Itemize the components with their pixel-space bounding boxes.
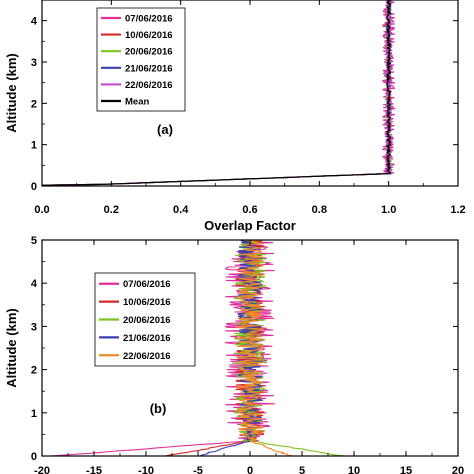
y-tick-label: 3	[31, 321, 37, 333]
panel-label: (a)	[157, 122, 173, 137]
y-axis-label: Altitude (km)	[4, 308, 19, 387]
plot-area-b	[50, 240, 346, 456]
x-tick-label: 0.0	[34, 204, 49, 216]
series-line-0	[42, 0, 396, 186]
y-tick-label: 0	[31, 451, 37, 463]
legend-label: 10/06/2016	[123, 297, 171, 308]
x-tick-label: -15	[86, 465, 102, 474]
x-tick-label: -5	[193, 465, 203, 474]
y-tick-label: 5	[31, 235, 37, 247]
y-tick-label: 1	[31, 408, 37, 420]
legend-a: 07/06/2016 10/06/2016 20/06/2016 21/06/2016…	[96, 7, 186, 112]
legend-label: 22/06/2016	[123, 351, 171, 362]
x-tick-label: 15	[400, 465, 412, 474]
x-tick-label: 0.8	[312, 204, 327, 216]
legend-label: 07/06/2016	[125, 13, 173, 24]
x-tick-label: 10	[348, 465, 360, 474]
y-axis-label: Altitude (km)	[4, 53, 19, 132]
legend-label: 21/06/2016	[125, 63, 173, 74]
legend-label: 07/06/2016	[123, 279, 171, 290]
series-line-3	[42, 0, 392, 186]
series-line-2	[42, 0, 392, 186]
y-tick-label: 2	[31, 98, 37, 110]
series-line-3	[199, 240, 264, 456]
legend-label: 20/06/2016	[125, 47, 173, 58]
series-line-4	[235, 240, 294, 456]
x-tick-label: 20	[452, 465, 464, 474]
x-tick-label: 1.2	[450, 204, 465, 216]
y-tick-label: 4	[31, 278, 38, 290]
y-tick-label: 1	[31, 140, 37, 152]
y-tick-label: 2	[31, 365, 37, 377]
y-tick-label: 4	[31, 16, 38, 28]
plot-area-a	[42, 0, 396, 186]
x-tick-label: -10	[138, 465, 154, 474]
x-tick-label: 5	[299, 465, 305, 474]
panel-a: 0.0 0.2 0.4 0.6 0.8 1.0 1.2 0 1 2 3 4 Overlap Factor…	[4, 0, 466, 233]
series-line-4	[42, 0, 393, 186]
legend-label: 10/06/2016	[125, 30, 173, 41]
series-line-1	[42, 0, 392, 186]
legend-label: 22/06/2016	[125, 80, 173, 91]
series-line-5	[42, 0, 391, 186]
legend-label: Mean	[125, 97, 149, 108]
x-tick-label: -20	[34, 465, 50, 474]
legend-box	[96, 7, 186, 112]
legend-label: 20/06/2016	[123, 315, 171, 326]
x-tick-label: 0.4	[173, 204, 189, 216]
x-tick-label: 0.2	[104, 204, 119, 216]
y-tick-label: 0	[31, 181, 37, 193]
x-tick-label: 0	[247, 465, 253, 474]
legend-label: 21/06/2016	[123, 333, 171, 344]
y-tick-label: 3	[31, 57, 37, 69]
panel-b: -20 -15 -10 -5 0 5 10 15 20 0 1 2 3 4 5 Altitude (km) (b…	[4, 235, 464, 474]
legend-b: 07/06/2016 10/06/2016 20/06/2016 21/06/2016…	[94, 272, 196, 367]
x-axis-label: Overlap Factor	[204, 218, 296, 233]
x-tick-label: 0.6	[242, 204, 257, 216]
panel-label: (b)	[150, 401, 167, 416]
x-tick-label: 1.0	[381, 204, 396, 216]
